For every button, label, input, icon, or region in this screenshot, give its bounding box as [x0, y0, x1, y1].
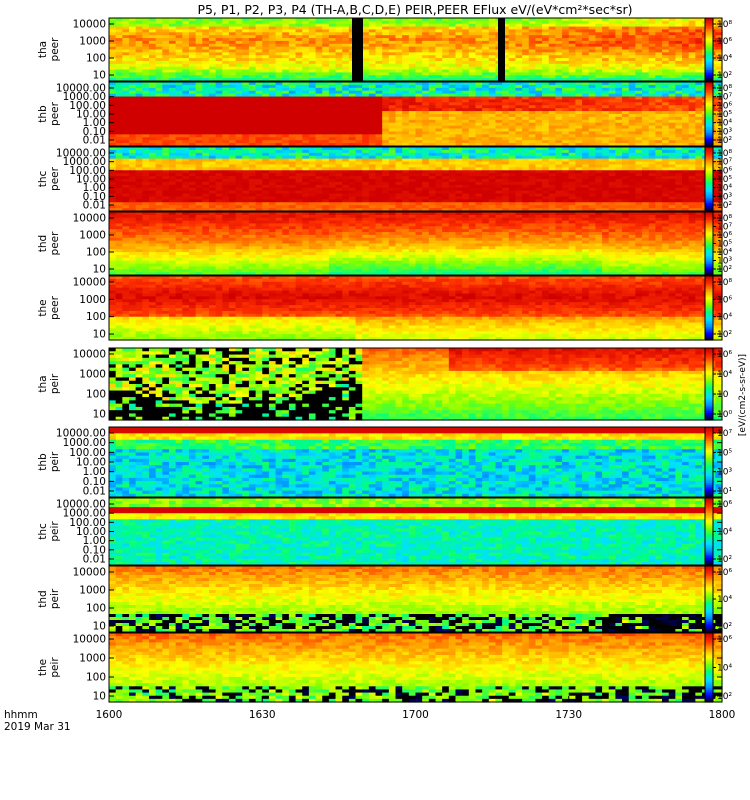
- panel-label-probe: thb: [37, 105, 49, 123]
- y-tick-label: 1000: [79, 36, 106, 48]
- colorbar-tick-label: 10⁴: [717, 54, 732, 64]
- heatmap-cells: [109, 82, 723, 147]
- colorbar: 10⁸10⁷10⁶10⁵10⁴10³10²: [705, 82, 732, 147]
- panel-thc-peer: 10000.001000.00100.0010.001.000.100.01th…: [37, 147, 732, 212]
- panel-tha-peer: 10000 1000 100 10 tha peer 10⁸ 10⁶ 10⁴ 10²: [37, 18, 732, 82]
- data-gap: [498, 18, 505, 81]
- panel-label-species: peer: [49, 37, 61, 62]
- colorbar-tick-label: 10²: [717, 136, 732, 146]
- y-tick-label: 0.01: [83, 135, 106, 147]
- heatmap-cells: [109, 18, 723, 82]
- y-tick-label: 10000: [73, 19, 106, 31]
- panel-thb-peer: 10000.001000.00100.0010.001.000.100.01th…: [37, 82, 732, 147]
- panel-label-probe: tha: [37, 41, 49, 58]
- panel-label-species: peer: [49, 101, 61, 126]
- colorbar-tick-label: 10⁸: [717, 20, 732, 30]
- heatmap-cells: [109, 147, 723, 212]
- colorbar-tick-label: 10²: [717, 71, 732, 81]
- data-gap: [352, 18, 363, 81]
- colorbar-tick-label: 10⁶: [717, 37, 732, 47]
- y-tick-label: 10: [93, 70, 106, 82]
- y-tick-label: 100: [86, 53, 106, 65]
